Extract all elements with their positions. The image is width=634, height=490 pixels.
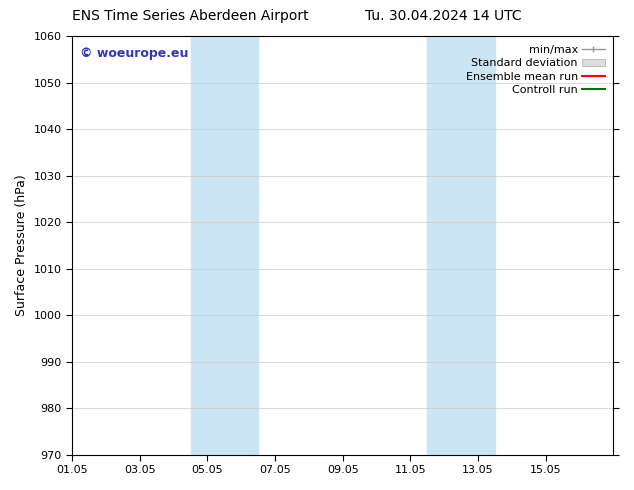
Y-axis label: Surface Pressure (hPa): Surface Pressure (hPa) [15,174,28,316]
Bar [190,36,258,455]
Legend: min/max, Standard deviation, Ensemble mean run, Controll run: min/max, Standard deviation, Ensemble me… [462,42,608,98]
Bar [427,36,495,455]
Text: ENS Time Series Aberdeen Airport: ENS Time Series Aberdeen Airport [72,9,309,23]
Text: Tu. 30.04.2024 14 UTC: Tu. 30.04.2024 14 UTC [365,9,522,23]
Text: © woeurope.eu: © woeurope.eu [81,47,188,60]
